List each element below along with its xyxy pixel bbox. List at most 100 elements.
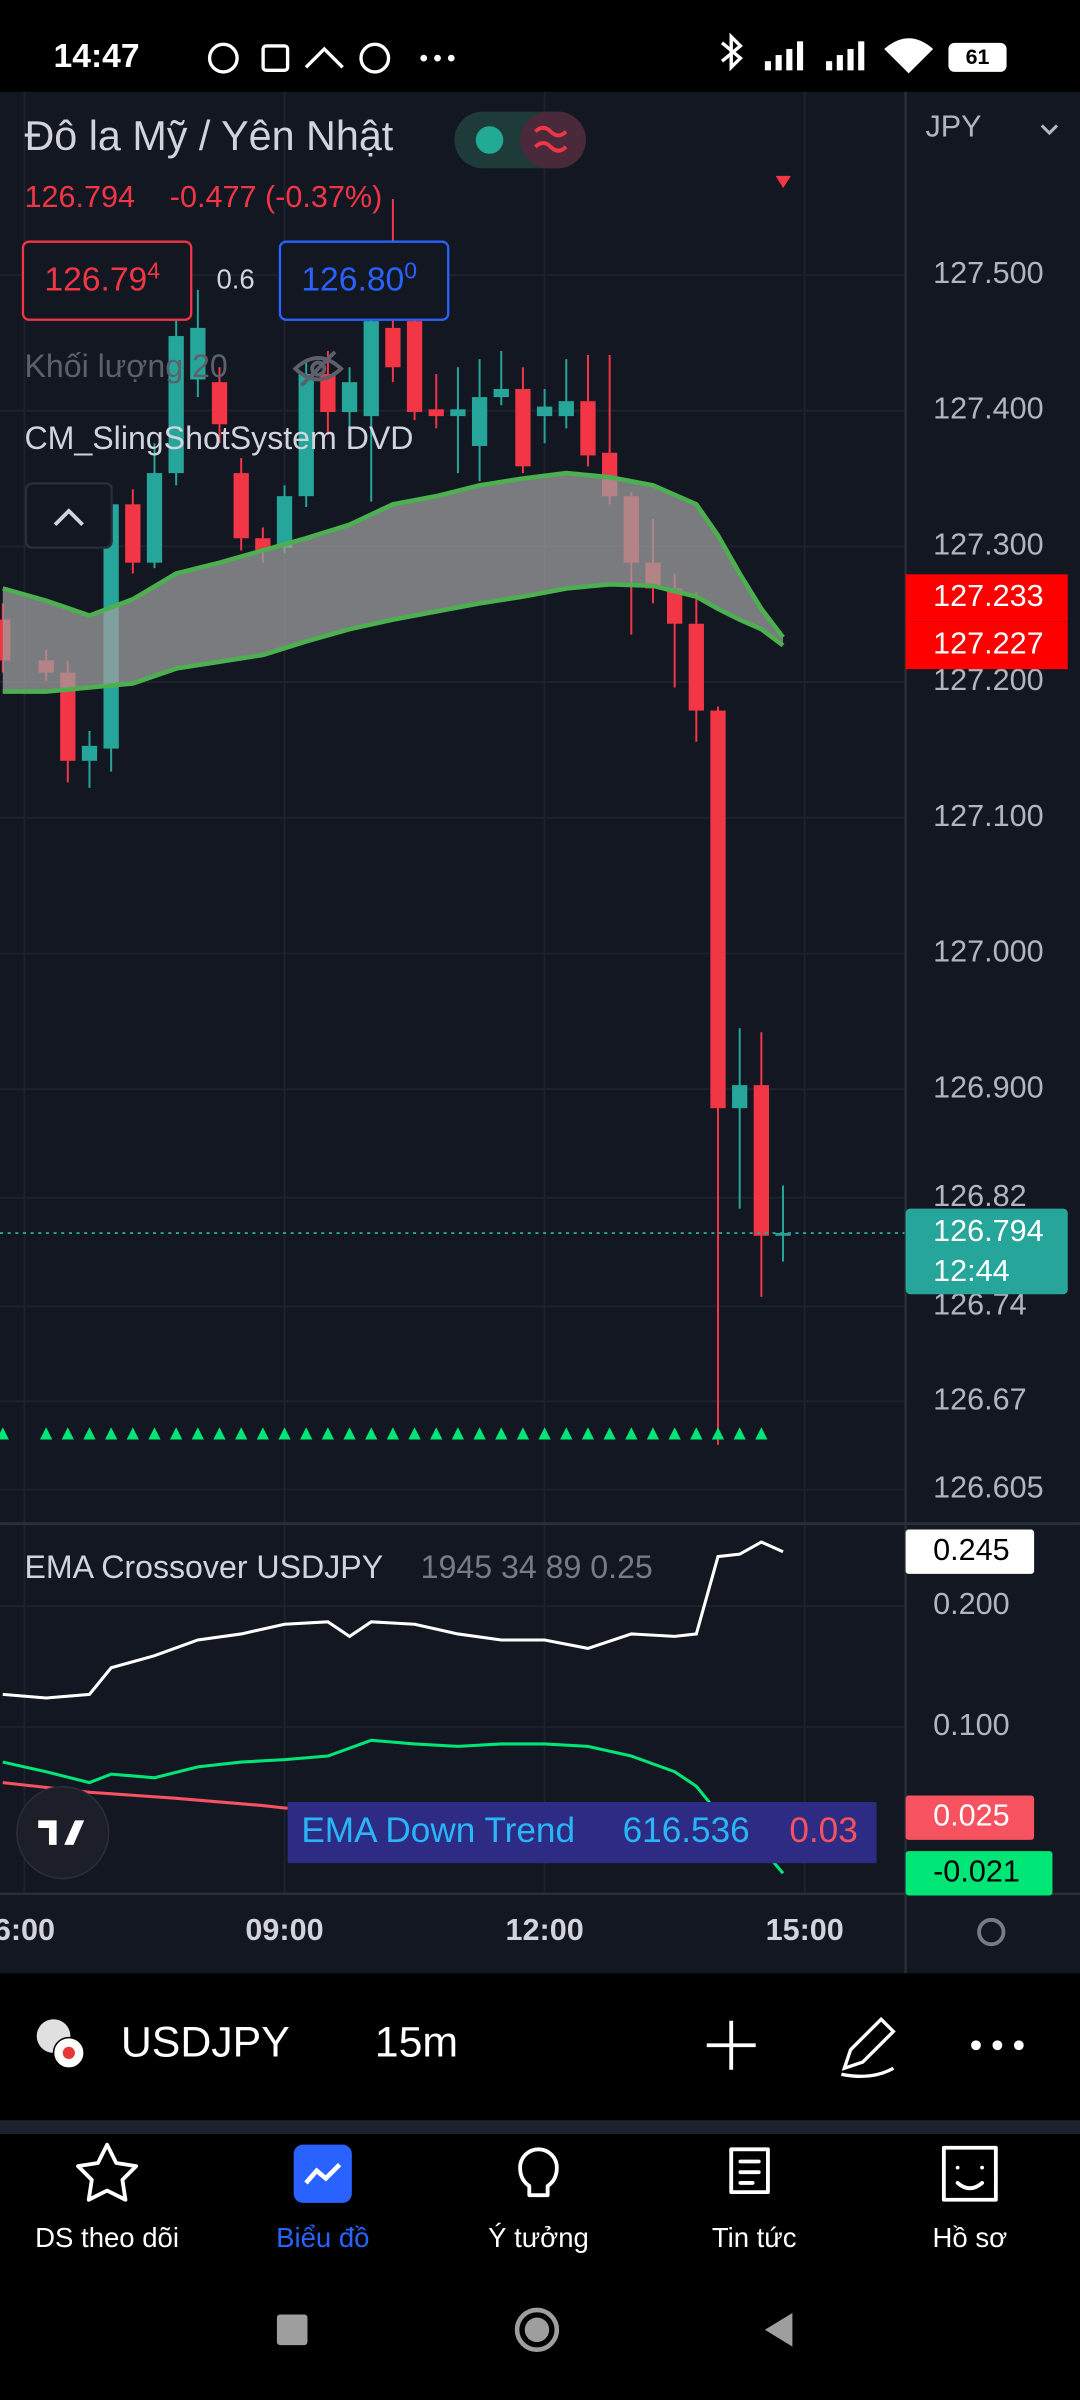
candle-body (190, 327, 206, 380)
signal-marker (0, 1427, 9, 1440)
battery-level: 61 (966, 45, 990, 69)
signal-marker (126, 1427, 139, 1440)
grid (0, 91, 906, 1894)
nav-label[interactable]: DS theo dõi (35, 2222, 179, 2253)
nav-label[interactable]: Hồ sơ (933, 2222, 1008, 2253)
status-icons (207, 32, 743, 74)
nav-item[interactable]: DS theo dõi (35, 2142, 179, 2253)
signal-marker (755, 1427, 768, 1440)
candle-body (775, 1233, 791, 1236)
x-tick-label: 6:00 (0, 1913, 55, 1947)
toolbar (0, 1973, 1080, 2121)
sell-price-main[interactable]: 126.79 (44, 261, 147, 298)
android-recent[interactable] (276, 2314, 308, 2346)
sell-price[interactable]: 126.794 (44, 257, 160, 298)
band-value-label: 127.233 (933, 579, 1044, 613)
value-label: -0.021 (933, 1854, 1020, 1888)
signal-marker (581, 1427, 595, 1440)
signal-marker (668, 1427, 681, 1440)
signal-marker (278, 1427, 291, 1440)
y-tick-label: 127.400 (933, 392, 1044, 426)
nav-icon[interactable] (729, 2147, 770, 2195)
toolbar-interval[interactable]: 15m (375, 2019, 458, 2067)
currency[interactable]: JPY (925, 110, 981, 144)
candle-body (515, 388, 531, 467)
toggle[interactable] (454, 111, 586, 169)
signal-marker (321, 1427, 334, 1440)
signal-marker (83, 1427, 96, 1440)
android-home[interactable] (514, 2307, 560, 2352)
candle-body (341, 382, 358, 413)
candle-body (81, 745, 98, 761)
signal-marker (495, 1427, 508, 1440)
nav-item[interactable]: Tin tức (712, 2147, 797, 2253)
signal-marker (516, 1427, 530, 1440)
nav-icon[interactable] (304, 2162, 342, 2185)
y-tick-label: 126.605 (933, 1471, 1044, 1505)
currency-chevron[interactable] (1040, 124, 1059, 136)
candle-body (60, 672, 76, 761)
toggle-right[interactable] (520, 111, 586, 169)
nav-icon[interactable] (518, 2147, 559, 2198)
candle-body (471, 397, 488, 446)
signal-marker (625, 1427, 638, 1440)
logo[interactable] (16, 1785, 110, 1880)
buy-button[interactable] (278, 240, 450, 321)
signal-marker (170, 1427, 183, 1440)
indicator-line (2, 1540, 784, 1700)
signal-marker (473, 1427, 486, 1440)
volume-label: Khối lượng 20 (24, 348, 227, 384)
signal-marker (430, 1427, 443, 1440)
add-button[interactable] (706, 2020, 756, 2070)
more-button[interactable] (971, 2040, 1024, 2051)
signal-marker (343, 1427, 356, 1440)
y-tick-label: 126.82 (933, 1179, 1027, 1213)
hidden-icon[interactable] (292, 350, 344, 387)
buy-price-main[interactable]: 126.80 (301, 261, 404, 298)
y-tick-label: 127.500 (933, 256, 1044, 290)
candle-body (428, 409, 444, 417)
legend-value: 616.536 (623, 1811, 750, 1850)
candle-body (710, 710, 726, 1109)
nav-item[interactable]: Hồ sơ (933, 2145, 1008, 2253)
candle-body (667, 588, 683, 624)
nav-icon[interactable] (941, 2145, 998, 2202)
settings-icon[interactable] (977, 1917, 1006, 1947)
band-value-box (905, 621, 1068, 670)
nav-label[interactable]: Biểu đồ (276, 2222, 369, 2253)
toolbar-symbol[interactable]: USDJPY (121, 2019, 290, 2067)
indicator-line (2, 1738, 785, 1875)
signal-marker (711, 1427, 725, 1440)
nav-item[interactable]: Ý tưởng (488, 2147, 589, 2253)
price-change: -0.477 (-0.37%) (170, 180, 382, 214)
value-box (905, 1851, 1053, 1896)
nav-label[interactable]: Ý tưởng (488, 2222, 589, 2253)
sell-price-small[interactable]: 4 (147, 257, 160, 283)
sell-button[interactable] (21, 240, 193, 321)
y-tick-label: 127.100 (933, 799, 1044, 833)
value-label: 0.025 (933, 1799, 1010, 1833)
separator (0, 2120, 1080, 2134)
battery (948, 42, 1007, 72)
candle-body (493, 388, 509, 398)
candle-body (363, 321, 379, 417)
buy-price-small[interactable]: 0 (404, 257, 417, 283)
band-fill (2, 473, 784, 692)
draw-button[interactable] (841, 2016, 896, 2079)
android-back[interactable] (764, 2312, 793, 2347)
nav-icon[interactable] (76, 2142, 139, 2202)
signal-marker (256, 1427, 269, 1440)
collapse-button[interactable] (24, 482, 113, 549)
signal-marker (365, 1427, 378, 1440)
status-dot (475, 126, 504, 154)
candle-body (406, 321, 423, 413)
buy-price[interactable]: 126.800 (301, 257, 417, 298)
nav-item[interactable]: Biểu đồ (276, 2144, 369, 2253)
candle-body (298, 374, 314, 497)
x-tick-label: 15:00 (766, 1913, 844, 1947)
bottom-nav: DS theo dõi Biểu đồ Ý tưởng Tin tức Hồ sơ (35, 2142, 1008, 2253)
nav-label[interactable]: Tin tức (712, 2222, 797, 2253)
band-value-label: 127.227 (933, 627, 1044, 661)
